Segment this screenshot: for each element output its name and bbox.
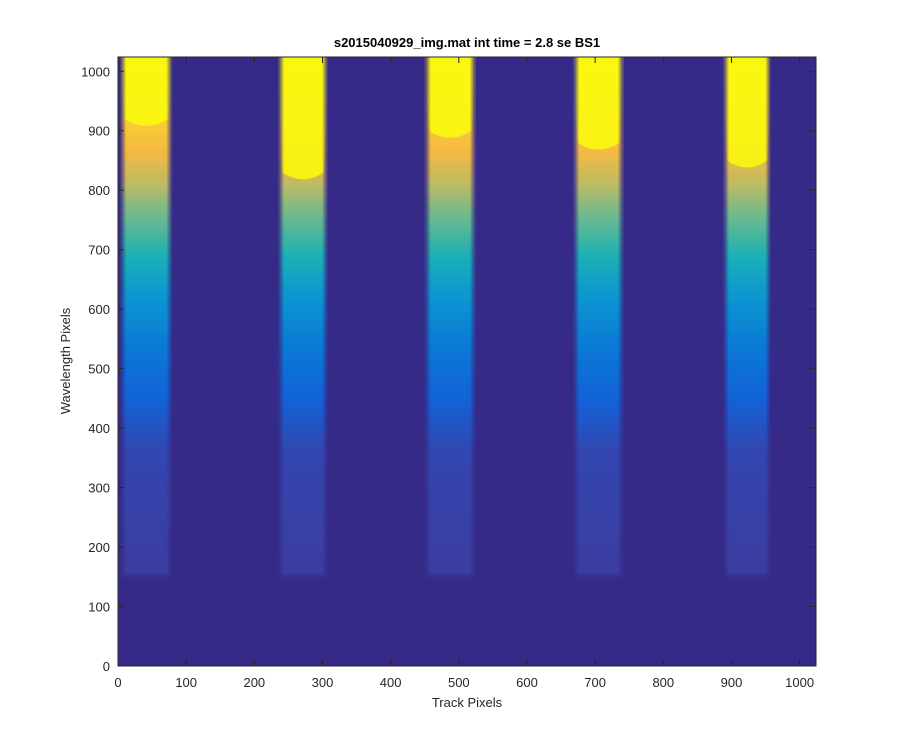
heatmap-band: [573, 57, 624, 583]
y-tick-label: 300: [88, 481, 110, 496]
x-tick-label: 0: [114, 675, 121, 690]
chart-title: s2015040929_img.mat int time = 2.8 se BS…: [334, 35, 600, 50]
band-edge-fade: [120, 57, 173, 583]
heatmap-band: [723, 57, 772, 583]
band-edge-fade: [723, 57, 772, 583]
y-tick-label: 100: [88, 600, 110, 615]
y-tick-label: 500: [88, 362, 110, 377]
y-axis: 0 100 200 300 400 500 600 700 800 900 1000: [81, 64, 816, 674]
y-tick-label: 800: [88, 183, 110, 198]
x-tick-label: 200: [243, 675, 265, 690]
y-tick-label: 700: [88, 243, 110, 258]
x-tick-label: 100: [175, 675, 197, 690]
y-tick-label: 1000: [81, 64, 110, 79]
heatmap-band: [424, 57, 476, 583]
band-edge-fade: [424, 57, 476, 583]
y-tick-label: 400: [88, 421, 110, 436]
band-edge-fade: [573, 57, 624, 583]
y-axis-title: Wavelength Pixels: [58, 307, 73, 414]
x-tick-label: 700: [584, 675, 606, 690]
x-axis-title: Track Pixels: [432, 695, 503, 710]
heatmap-band: [278, 57, 328, 583]
band-edge-fade: [278, 57, 328, 583]
y-tick-label: 900: [88, 124, 110, 139]
y-tick-label: 600: [88, 302, 110, 317]
axes-box: [117, 56, 817, 667]
x-tick-label: 600: [516, 675, 538, 690]
y-tick-label: 0: [103, 659, 110, 674]
x-tick-label: 1000: [785, 675, 814, 690]
x-tick-label: 400: [380, 675, 402, 690]
x-axis: 0 100 200 300 400 500 600 700 800 900 1000: [114, 57, 814, 690]
x-tick-label: 500: [448, 675, 470, 690]
y-tick-label: 200: [88, 540, 110, 555]
x-tick-label: 800: [652, 675, 674, 690]
x-tick-label: 300: [312, 675, 334, 690]
x-tick-label: 900: [721, 675, 743, 690]
heatmap-band: [120, 57, 173, 583]
heatmap-bands: [120, 57, 772, 583]
